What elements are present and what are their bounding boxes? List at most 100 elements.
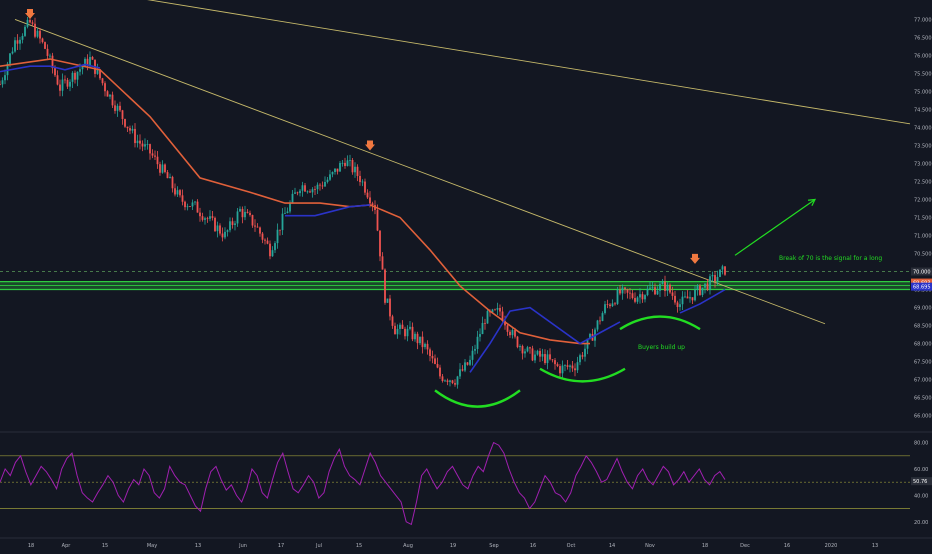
- candle-body: [126, 126, 129, 129]
- candle-body: [619, 289, 621, 294]
- price-tick-label: 76.000: [914, 53, 932, 59]
- candle-body: [254, 225, 256, 227]
- candle-body: [661, 281, 664, 285]
- candle-body: [31, 22, 34, 24]
- candle-body: [36, 30, 39, 37]
- candle-body: [696, 285, 699, 290]
- candle-body: [654, 287, 656, 295]
- candle-body: [644, 295, 646, 300]
- candle-body: [291, 193, 294, 203]
- candle-body: [629, 292, 631, 294]
- candle-body: [446, 380, 449, 382]
- candle-body: [204, 218, 206, 220]
- candle-body: [521, 346, 524, 354]
- candle-body: [636, 297, 639, 302]
- rsi-line: [0, 441, 726, 526]
- price-tick-label: 77.000: [914, 17, 932, 23]
- candle-body: [26, 19, 29, 27]
- candle-body: [664, 281, 666, 291]
- candle-body: [169, 176, 171, 179]
- candle-body: [306, 191, 309, 193]
- candle-body: [649, 287, 651, 289]
- candle-body: [91, 57, 94, 60]
- candle-body: [616, 289, 619, 304]
- price-tick-label: 75.000: [914, 89, 932, 95]
- price-tick-label: 73.500: [914, 143, 932, 149]
- time-tick-label: Nov: [645, 543, 655, 549]
- candle-body: [466, 362, 469, 365]
- time-tick-label: Aug: [403, 543, 413, 549]
- candle-body: [631, 293, 634, 299]
- price-tick-label: 76.500: [914, 35, 932, 41]
- candle-body: [131, 128, 134, 131]
- candle-body: [81, 66, 84, 70]
- candle-body: [544, 354, 546, 364]
- candle-body: [491, 309, 494, 313]
- candle-body: [259, 227, 261, 234]
- candle-body: [686, 296, 689, 299]
- candle-body: [164, 164, 166, 173]
- candle-body: [264, 239, 266, 241]
- candle-body: [346, 160, 349, 166]
- ma-blue-line: [285, 204, 371, 217]
- candle-body: [19, 39, 21, 44]
- candle-body: [536, 350, 539, 355]
- candle-body: [721, 266, 724, 270]
- candle-body: [561, 365, 564, 374]
- candle-body: [571, 365, 574, 369]
- candle-body: [634, 298, 636, 302]
- price-tick-label: 72.000: [914, 197, 932, 203]
- candle-body: [296, 192, 299, 194]
- up-arrow-head: [807, 198, 817, 207]
- candle-body: [451, 380, 454, 384]
- candle-body: [104, 83, 106, 92]
- candle-body: [461, 369, 464, 371]
- candle-body: [434, 358, 436, 365]
- candle-body: [601, 313, 604, 321]
- candle-body: [34, 23, 36, 37]
- candle-body: [76, 71, 79, 80]
- candle-body: [584, 348, 586, 357]
- price-tick-label: 70.500: [914, 252, 932, 258]
- time-tick-label: 19: [450, 543, 456, 549]
- candle-body: [376, 209, 379, 231]
- candle-body: [684, 296, 686, 298]
- candle-body: [86, 58, 89, 66]
- candle-body: [519, 346, 521, 348]
- candle-body: [401, 324, 404, 329]
- candle-body: [469, 359, 471, 365]
- candle-body: [21, 35, 24, 40]
- candle-body: [379, 230, 381, 257]
- candle-body: [246, 211, 249, 213]
- candle-body: [706, 283, 709, 290]
- candle-body: [641, 294, 644, 300]
- candle-body: [574, 368, 576, 371]
- candle-body: [184, 201, 186, 208]
- candle-body: [219, 225, 221, 234]
- candle-body: [421, 336, 424, 348]
- candle-body: [656, 290, 659, 295]
- candle-body: [171, 176, 174, 189]
- candle-body: [369, 197, 371, 204]
- candle-body: [526, 347, 529, 352]
- candle-body: [546, 354, 549, 364]
- candle-body: [444, 380, 446, 382]
- candle-body: [639, 294, 641, 298]
- candle-body: [564, 365, 566, 366]
- candle-body: [114, 105, 116, 111]
- buyers-arc: [619, 315, 701, 331]
- candle-body: [1, 80, 4, 85]
- candle-body: [299, 190, 301, 194]
- candle-body: [579, 355, 581, 363]
- candle-body: [324, 181, 326, 187]
- candle-body: [119, 105, 121, 111]
- candle-body: [719, 269, 721, 277]
- price-tick-label: 68.000: [914, 342, 932, 348]
- candle-body: [431, 355, 434, 359]
- candle-body: [41, 38, 44, 43]
- high-marker-arrow: [25, 9, 35, 20]
- ma-blue-line: [0, 63, 101, 73]
- candle-body: [671, 292, 674, 296]
- candle-body: [409, 326, 411, 329]
